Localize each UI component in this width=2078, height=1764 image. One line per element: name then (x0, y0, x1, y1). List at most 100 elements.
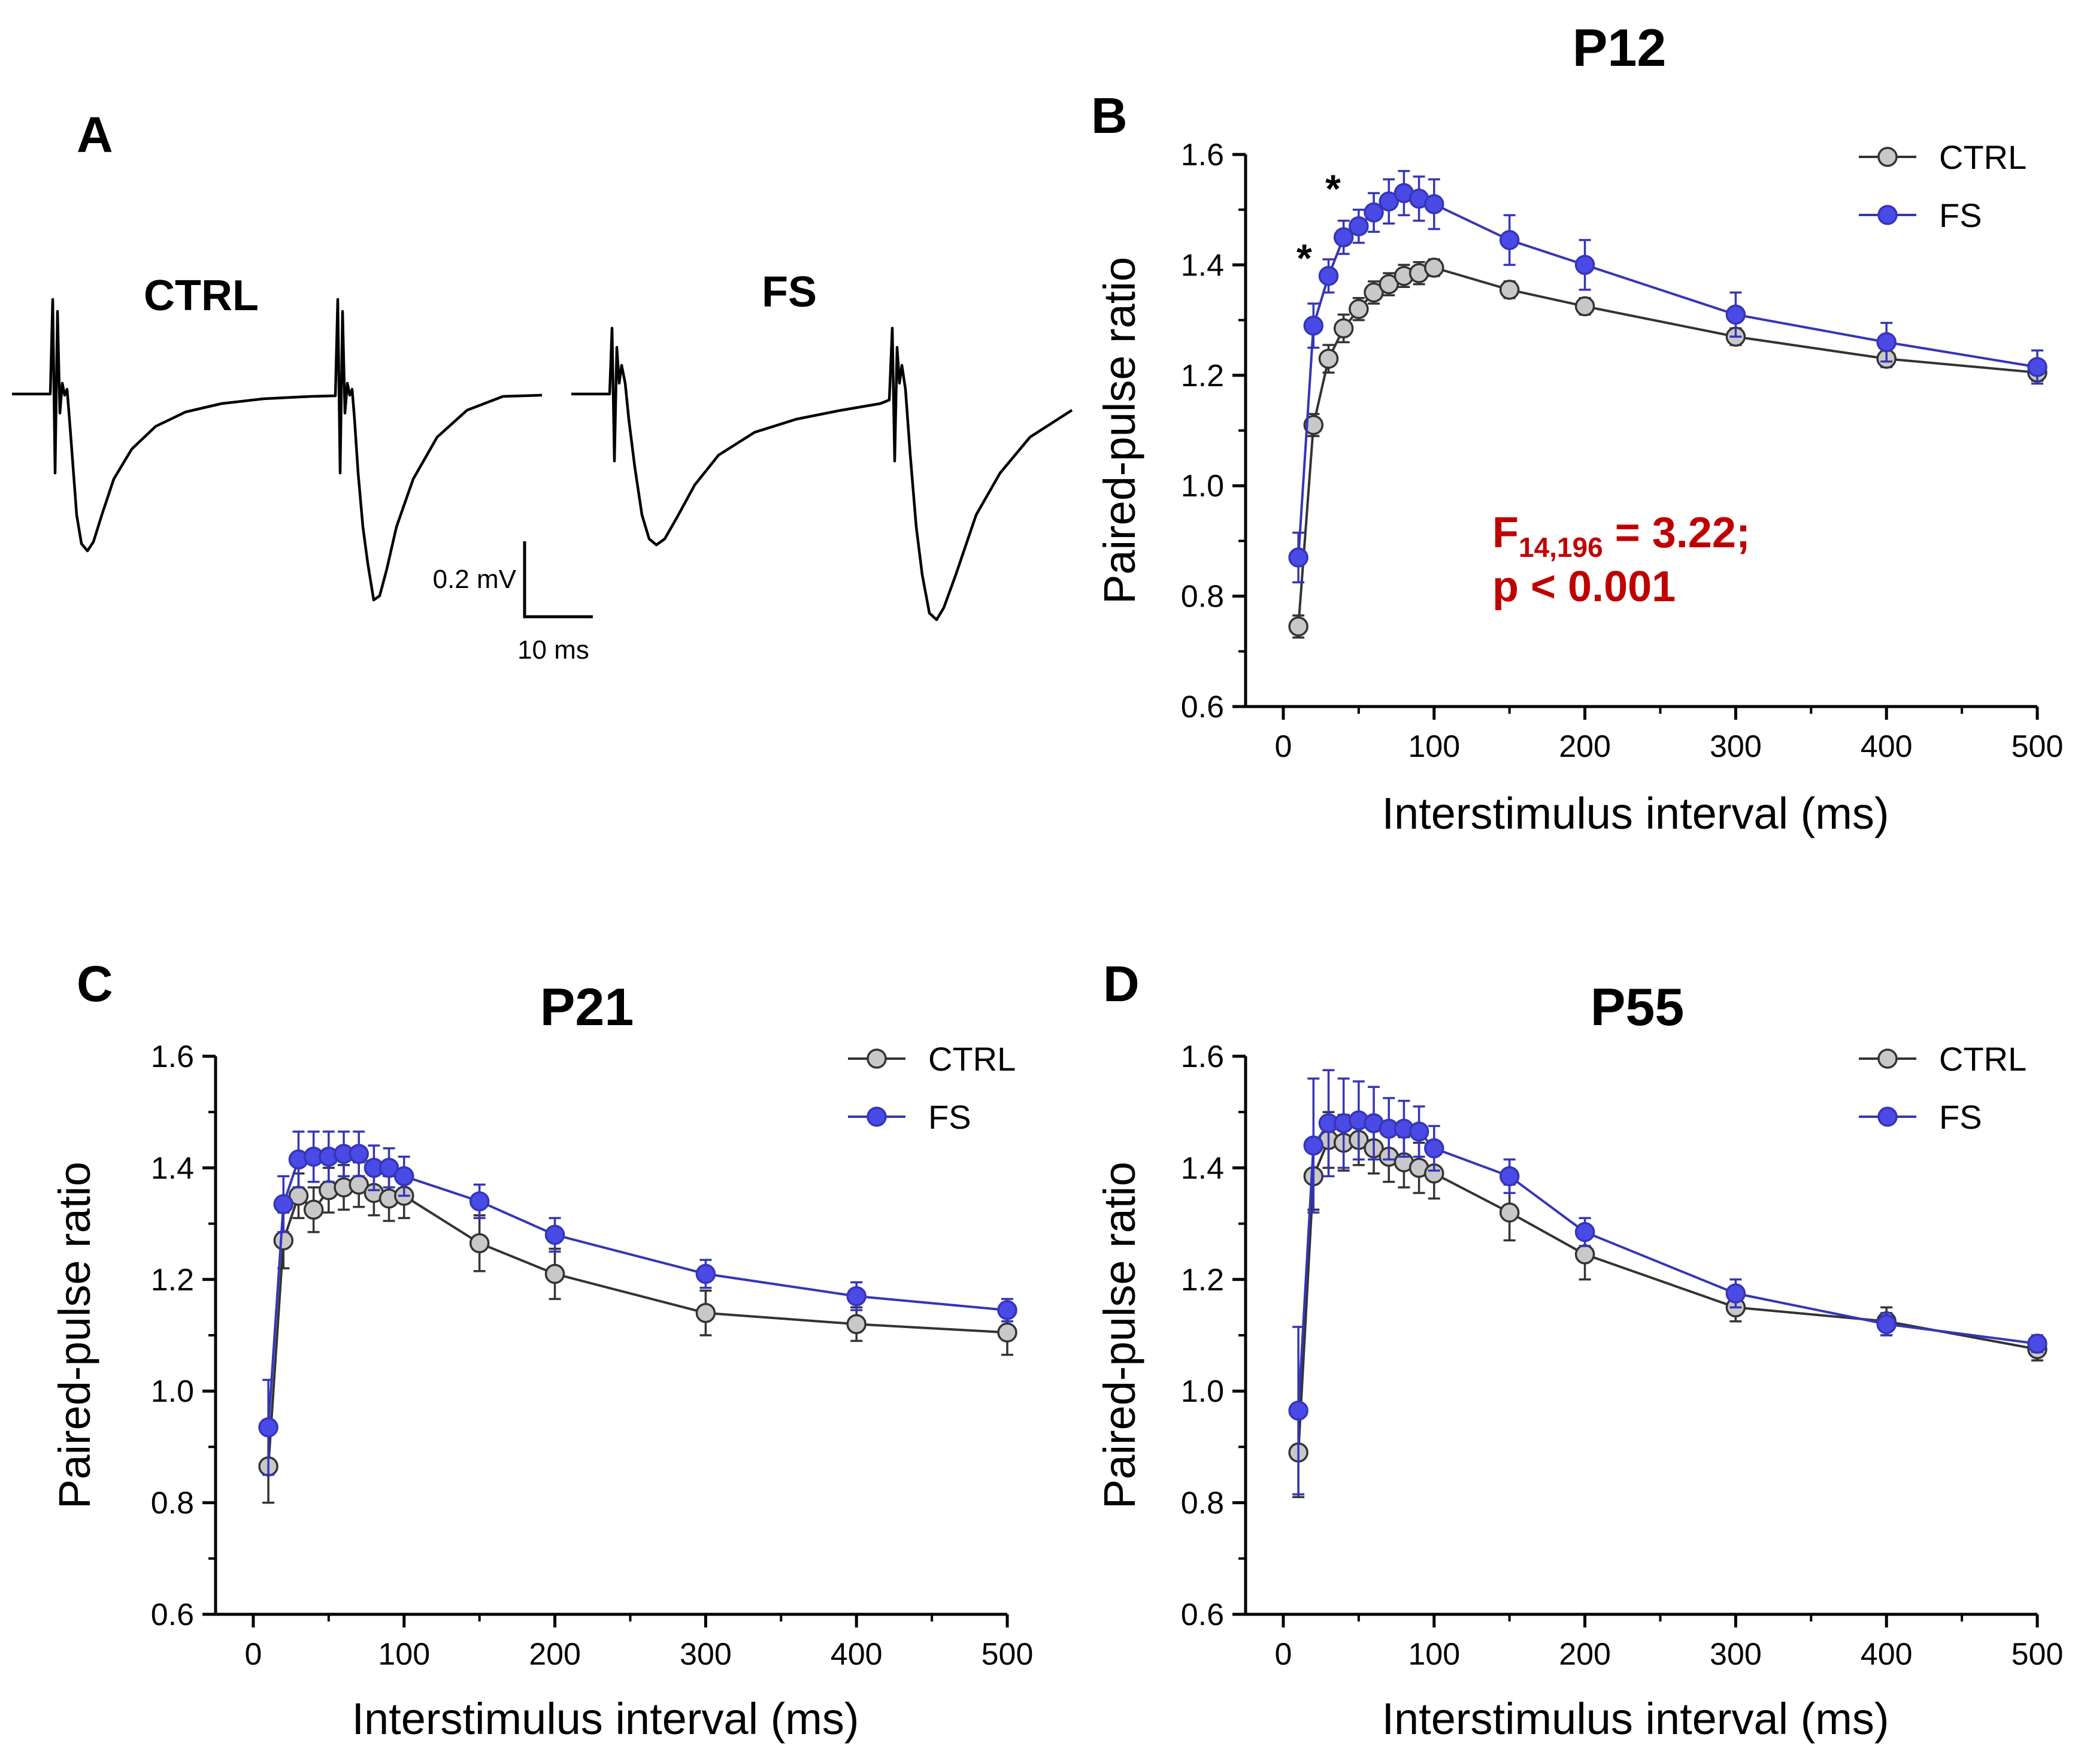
data-point-fs (1499, 230, 1520, 250)
data-point-fs (1499, 1166, 1520, 1187)
y-tick-label: 1.4 (151, 1151, 194, 1186)
y-tick-label: 0.8 (1181, 580, 1224, 614)
y-tick-label: 0.6 (151, 1598, 194, 1632)
y-tick-label: 1.2 (151, 1263, 194, 1298)
chart-title: P21 (540, 977, 634, 1036)
data-point-ctrl (1379, 274, 1399, 295)
stats-line-2: p < 0.001 (1492, 563, 1676, 611)
x-tick-label: 300 (1710, 729, 1762, 764)
y-tick-label: 1.6 (151, 1039, 194, 1074)
x-tick-label: 400 (1861, 729, 1913, 764)
y-tick-label: 1.2 (1181, 1263, 1224, 1298)
legend-label-ctrl: CTRL (928, 1040, 1016, 1078)
x-tick-label: 100 (1408, 729, 1460, 764)
x-tick-label: 300 (680, 1637, 732, 1672)
x-tick-label: 100 (378, 1637, 430, 1672)
stats-line-1: F14,196 = 3.22; (1492, 509, 1750, 563)
significance-star-20ms: * (1297, 236, 1312, 280)
data-point-fs (846, 1286, 867, 1307)
data-point-fs (1303, 316, 1324, 336)
y-tick-label: 0.8 (151, 1486, 194, 1521)
data-point-fs (695, 1263, 716, 1284)
legend-marker-fs (867, 1107, 887, 1127)
data-point-fs (2027, 357, 2047, 377)
data-point-fs (394, 1166, 414, 1187)
panel-letter-a: A (77, 107, 113, 163)
data-point-ctrl (1303, 415, 1324, 435)
y-axis-label: Paired-pulse ratio (1095, 257, 1144, 604)
x-tick-label: 200 (1559, 729, 1611, 764)
data-point-ctrl (544, 1263, 565, 1284)
stats-df: 14,196 (1519, 532, 1603, 563)
data-point-fs (1288, 1401, 1308, 1421)
x-tick-label: 300 (1710, 1637, 1762, 1672)
y-tick-label: 1.0 (151, 1374, 194, 1409)
legend-label-fs: FS (1939, 196, 1982, 234)
x-axis-label: Interstimulus interval (ms) (352, 1694, 859, 1744)
data-point-fs (378, 1157, 399, 1178)
series-line-fs (1297, 192, 2038, 558)
legend-label-ctrl: CTRL (1939, 138, 2026, 176)
x-tick-label: 100 (1408, 1637, 1460, 1672)
data-point-fs (997, 1300, 1017, 1320)
legend-label-fs: FS (928, 1098, 971, 1136)
data-point-ctrl (1499, 1202, 1520, 1223)
data-point-ctrl (1288, 616, 1308, 637)
y-tick-label: 0.6 (1181, 690, 1224, 725)
x-tick-label: 0 (244, 1637, 262, 1672)
legend-marker-ctrl (867, 1048, 887, 1069)
data-point-fs (1303, 1135, 1324, 1156)
trace-label-fs: FS (762, 268, 817, 316)
data-point-fs (1379, 191, 1399, 212)
data-point-fs (349, 1144, 369, 1164)
panel-letter-d: D (1103, 956, 1140, 1012)
y-tick-label: 1.2 (1181, 359, 1224, 393)
panel-a-traces: A CTRL FS 0.2 mV 10 ms (12, 107, 1073, 665)
x-tick-label: 400 (831, 1637, 883, 1672)
scale-label-voltage: 0.2 mV (433, 565, 517, 594)
data-point-fs (1288, 547, 1308, 568)
legend-marker-fs (1877, 1107, 1898, 1127)
x-tick-label: 200 (529, 1637, 581, 1672)
scale-bar (523, 541, 593, 619)
data-point-ctrl (303, 1199, 324, 1220)
legend-label-ctrl: CTRL (1939, 1040, 2026, 1078)
y-tick-label: 0.8 (1181, 1486, 1224, 1521)
data-point-fs (1725, 1283, 1746, 1304)
x-tick-label: 0 (1274, 1637, 1292, 1672)
legend-label-fs: FS (1939, 1098, 1982, 1136)
y-tick-label: 0.6 (1181, 1598, 1224, 1632)
data-point-fs (258, 1417, 278, 1438)
data-point-ctrl (273, 1230, 294, 1251)
data-point-fs (1574, 254, 1595, 275)
chart-title: P55 (1591, 977, 1685, 1036)
data-point-fs (1876, 332, 1897, 353)
x-tick-label: 400 (1861, 1637, 1913, 1672)
y-axis-label: Paired-pulse ratio (1095, 1162, 1144, 1509)
data-point-ctrl (846, 1314, 867, 1335)
data-point-ctrl (1364, 282, 1384, 303)
x-tick-label: 500 (2012, 729, 2064, 764)
legend-marker-fs (1877, 205, 1898, 225)
data-point-fs (1333, 227, 1354, 248)
significance-star-40ms: * (1325, 166, 1341, 211)
series-line-ctrl (267, 1183, 1008, 1467)
x-tick-label: 200 (1559, 1637, 1611, 1672)
y-tick-label: 1.6 (1181, 1039, 1224, 1074)
fs-trace (571, 326, 1073, 622)
ctrl-trace (12, 298, 543, 602)
data-point-fs (1424, 1138, 1444, 1159)
data-point-fs (1318, 266, 1339, 286)
data-point-fs (2027, 1333, 2047, 1354)
y-tick-label: 1.4 (1181, 248, 1224, 283)
data-point-fs (1574, 1222, 1595, 1242)
data-point-fs (469, 1191, 490, 1212)
data-point-ctrl (1499, 280, 1520, 300)
trace-label-ctrl: CTRL (144, 272, 259, 320)
x-tick-label: 0 (1274, 729, 1292, 764)
panel-letter-c: C (77, 956, 113, 1012)
data-point-ctrl (1349, 299, 1369, 319)
data-point-fs (1364, 202, 1384, 223)
y-axis-label: Paired-pulse ratio (50, 1162, 99, 1509)
